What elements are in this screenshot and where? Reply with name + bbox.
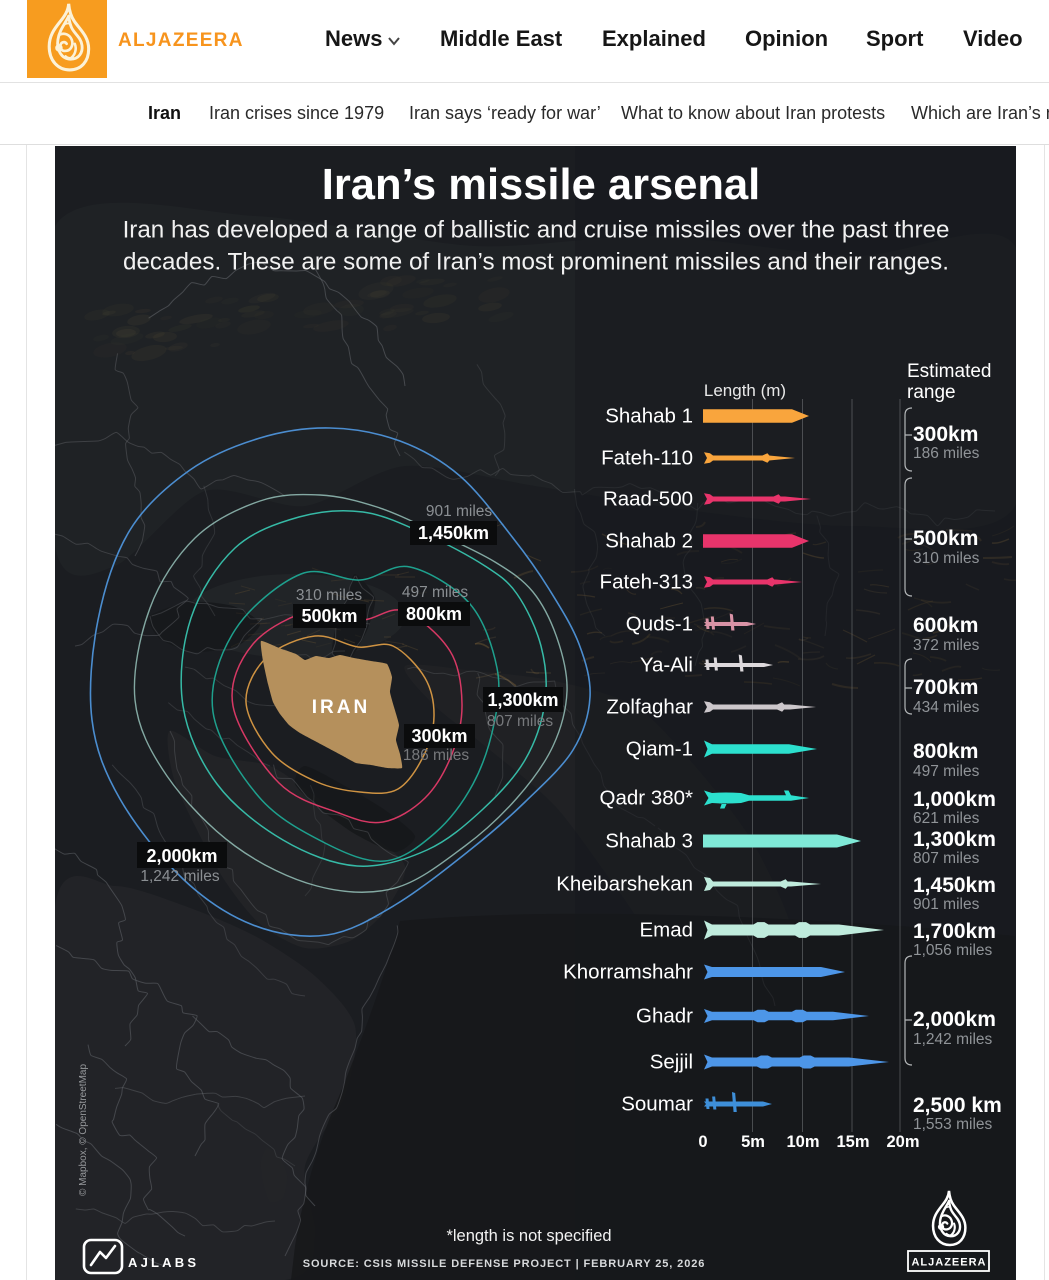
svg-text:Quds-1: Quds-1 <box>626 613 693 636</box>
svg-text:Shahab 2: Shahab 2 <box>605 530 693 553</box>
svg-text:807 miles: 807 miles <box>913 850 980 867</box>
svg-text:© Mapbox, © OpenStreetMap: © Mapbox, © OpenStreetMap <box>78 1064 89 1196</box>
svg-text:300km: 300km <box>411 726 467 746</box>
svg-text:500km: 500km <box>913 527 978 550</box>
svg-text:range: range <box>907 382 956 403</box>
svg-text:Fateh-313: Fateh-313 <box>600 571 693 594</box>
svg-text:1,000km: 1,000km <box>913 788 996 811</box>
svg-text:186 miles: 186 miles <box>913 445 980 462</box>
svg-text:310 miles: 310 miles <box>913 550 980 567</box>
svg-text:2,500 km: 2,500 km <box>913 1094 1002 1117</box>
svg-text:Length (m): Length (m) <box>704 381 786 400</box>
svg-text:497 miles: 497 miles <box>913 763 980 780</box>
svg-text:372 miles: 372 miles <box>913 637 980 654</box>
svg-text:Kheibarshekan: Kheibarshekan <box>556 873 693 896</box>
svg-text:600km: 600km <box>913 614 978 637</box>
svg-text:807 miles: 807 miles <box>487 713 554 730</box>
svg-text:310 miles: 310 miles <box>296 587 363 604</box>
svg-text:Shahab 1: Shahab 1 <box>605 405 693 428</box>
svg-text:800km: 800km <box>913 740 978 763</box>
svg-text:Iran has developed a range of: Iran has developed a range of ballistic … <box>123 217 950 244</box>
svg-text:0: 0 <box>698 1133 707 1151</box>
svg-text:Iran’s missile arsenal: Iran’s missile arsenal <box>322 161 760 209</box>
svg-text:2,000km: 2,000km <box>913 1008 996 1031</box>
svg-text:901 miles: 901 miles <box>913 896 980 913</box>
svg-text:Raad-500: Raad-500 <box>603 488 693 511</box>
svg-text:1,242 miles: 1,242 miles <box>913 1031 993 1048</box>
svg-text:1,056 miles: 1,056 miles <box>913 942 993 959</box>
svg-text:300km: 300km <box>913 423 978 446</box>
svg-text:ALJAZEERA: ALJAZEERA <box>911 1257 986 1269</box>
svg-text:IRAN: IRAN <box>312 697 370 718</box>
svg-text:497 miles: 497 miles <box>402 584 469 601</box>
svg-text:SOURCE: CSIS MISSILE DEFENSE: SOURCE: CSIS MISSILE DEFENSE PROJECT | F… <box>303 1258 706 1270</box>
svg-text:Fateh-110: Fateh-110 <box>601 447 693 470</box>
svg-text:1,300km: 1,300km <box>913 828 996 851</box>
svg-text:decades. These are some of Ira: decades. These are some of Iran’s most p… <box>123 249 949 276</box>
svg-text:800km: 800km <box>406 604 462 624</box>
svg-text:1,553 miles: 1,553 miles <box>913 1116 993 1133</box>
svg-text:1,700km: 1,700km <box>913 920 996 943</box>
svg-text:Zolfaghar: Zolfaghar <box>606 696 693 719</box>
svg-text:Qadr 380*: Qadr 380* <box>600 787 693 810</box>
svg-text:10m: 10m <box>786 1133 819 1151</box>
svg-text:700km: 700km <box>913 676 978 699</box>
svg-text:500km: 500km <box>301 606 357 626</box>
svg-text:1,450km: 1,450km <box>418 523 489 543</box>
svg-text:186 miles: 186 miles <box>403 747 470 764</box>
svg-text:Khorramshahr: Khorramshahr <box>563 961 693 984</box>
svg-text:Qiam-1: Qiam-1 <box>626 738 693 761</box>
svg-text:Soumar: Soumar <box>621 1093 693 1116</box>
svg-text:AJLABS: AJLABS <box>128 1255 199 1270</box>
svg-text:Ya-Ali: Ya-Ali <box>640 654 693 677</box>
svg-text:1,242 miles: 1,242 miles <box>140 868 220 885</box>
svg-text:901 miles: 901 miles <box>426 503 493 520</box>
svg-text:1,450km: 1,450km <box>913 874 996 897</box>
svg-text:15m: 15m <box>836 1133 869 1151</box>
svg-text:434 miles: 434 miles <box>913 699 980 716</box>
svg-text:Sejjil: Sejjil <box>650 1051 693 1074</box>
svg-text:*length is not specified: *length is not specified <box>446 1227 611 1245</box>
svg-text:1,300km: 1,300km <box>487 690 558 710</box>
svg-text:621 miles: 621 miles <box>913 810 980 827</box>
svg-text:Ghadr: Ghadr <box>636 1005 693 1028</box>
svg-text:20m: 20m <box>886 1133 919 1151</box>
svg-text:5m: 5m <box>741 1133 765 1151</box>
svg-text:Emad: Emad <box>639 919 693 942</box>
svg-text:2,000km: 2,000km <box>146 846 217 866</box>
svg-text:Estimated: Estimated <box>907 361 991 382</box>
svg-text:Shahab 3: Shahab 3 <box>605 830 693 853</box>
